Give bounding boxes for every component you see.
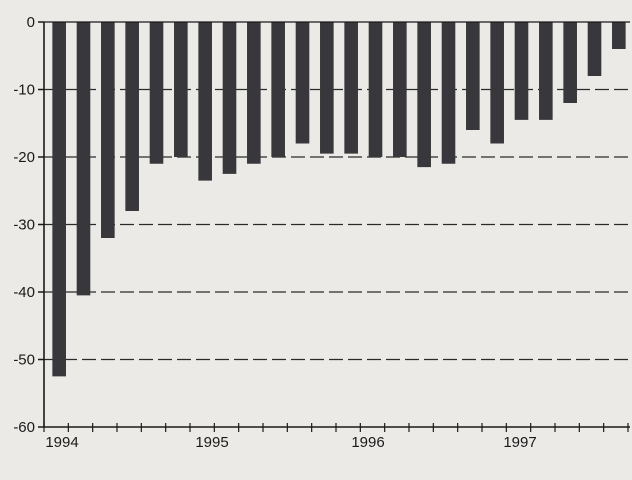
bars [52, 22, 626, 377]
x-year-label: 1997 [503, 434, 536, 451]
bar [490, 22, 504, 144]
bar [125, 22, 139, 211]
bar [271, 22, 285, 157]
bar [587, 22, 602, 76]
bar [612, 22, 626, 49]
y-tick-label: 0 [27, 14, 35, 31]
x-year-label: 1995 [195, 434, 228, 451]
bar [198, 22, 212, 181]
bar [539, 22, 553, 120]
x-axis-ticks: 1994 1995 1996 1997 [43, 423, 629, 451]
bar [563, 22, 577, 103]
y-tick-label: -60 [13, 419, 35, 436]
x-year-label: 1994 [45, 434, 78, 451]
bar [295, 22, 310, 144]
y-tick-label: -40 [13, 284, 35, 301]
y-axis-ticks: 0 -10 -20 -30 -40 -50 -60 [13, 14, 44, 436]
bar [466, 22, 480, 130]
y-tick-label: -30 [13, 217, 35, 234]
bar [514, 22, 529, 120]
bar [222, 22, 237, 174]
x-year-label: 1996 [351, 434, 384, 451]
bar [52, 22, 66, 377]
bar [101, 22, 115, 238]
bar [149, 22, 164, 164]
bar [417, 22, 431, 168]
bar [441, 22, 456, 164]
bar [344, 22, 358, 154]
grid-lines [44, 88, 630, 361]
bar [76, 22, 91, 296]
bar [393, 22, 407, 157]
bar [320, 22, 334, 154]
y-tick-label: -10 [13, 82, 35, 99]
y-tick-label: -50 [13, 352, 35, 369]
y-tick-label: -20 [13, 149, 35, 166]
bar [368, 22, 383, 157]
bar [174, 22, 188, 157]
bar [247, 22, 261, 164]
